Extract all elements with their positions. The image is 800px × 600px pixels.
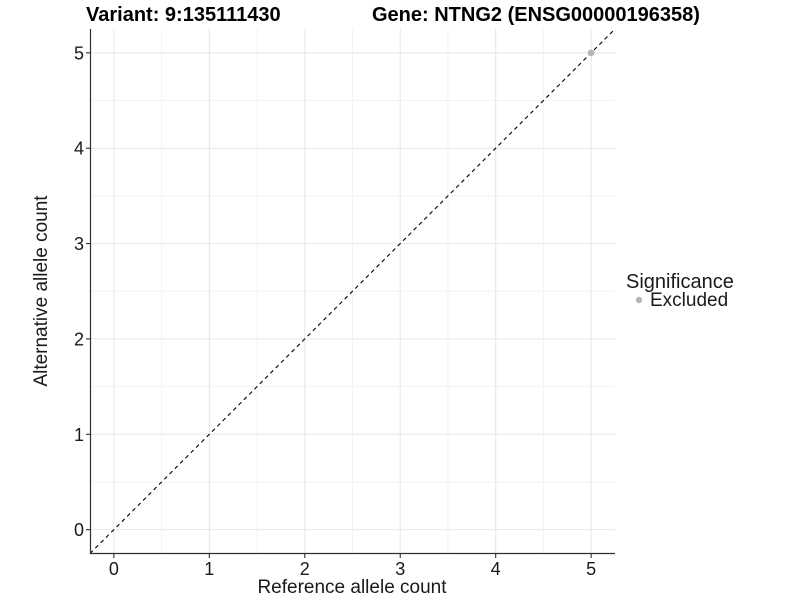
plot-title-gene: Gene: NTNG2 (ENSG00000196358) [372, 4, 700, 26]
legend-item-excluded: Excluded [650, 290, 728, 311]
grid-major-layer [90, 29, 615, 554]
y-tick-label: 3 [74, 234, 84, 254]
grid-minor-layer [90, 29, 615, 554]
legend: Significance Excluded [626, 271, 734, 311]
axis-layer [89, 29, 615, 555]
y-axis-title: Alternative allele count [31, 195, 52, 387]
legend-point-icon [635, 296, 643, 304]
x-tick-label: 3 [395, 559, 405, 579]
legend-title: Significance [626, 271, 734, 293]
plot-title-variant: Variant: 9:135111430 [86, 4, 281, 26]
reference-line-layer [89, 28, 616, 554]
x-tick-label: 4 [491, 559, 501, 579]
x-tick-label: 5 [586, 559, 596, 579]
y-tick-label: 2 [74, 329, 84, 349]
data-points-layer [587, 49, 595, 57]
x-tick-label: 2 [300, 559, 310, 579]
data-point-excluded [587, 49, 595, 57]
identity-dashed-line [89, 28, 616, 554]
x-tick-label: 0 [109, 559, 119, 579]
y-tick-label: 1 [74, 425, 84, 445]
x-axis-title: Reference allele count [257, 577, 447, 598]
tick-layer: 0 1 2 3 4 5 0 1 2 3 4 5 [74, 43, 596, 579]
y-tick-label: 4 [74, 139, 84, 159]
y-tick-label: 0 [74, 520, 84, 540]
y-tick-label: 5 [74, 43, 84, 63]
x-tick-label: 1 [204, 559, 214, 579]
